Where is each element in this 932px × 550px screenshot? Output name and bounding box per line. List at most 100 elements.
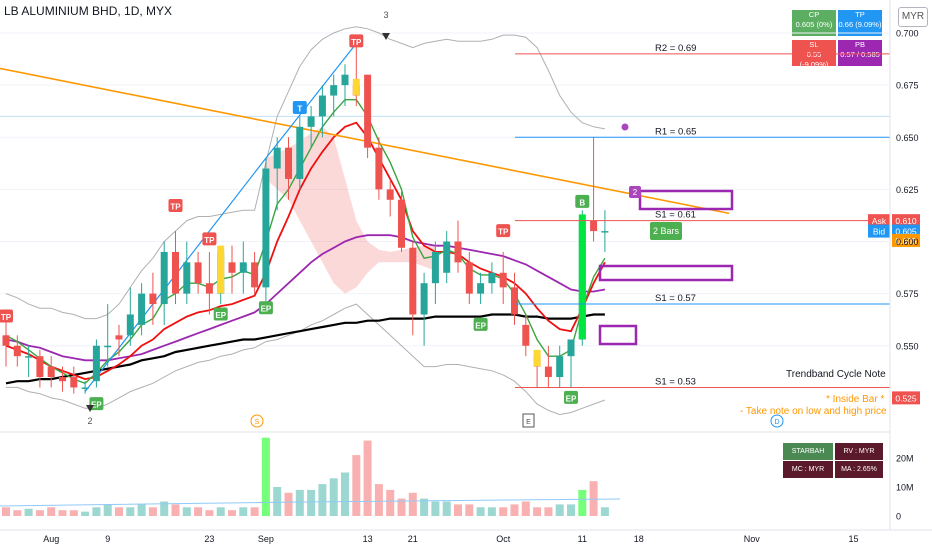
volume-bar	[476, 507, 485, 516]
wave-arrow	[382, 33, 390, 40]
x-tick-label: 13	[363, 534, 373, 544]
candle-body	[194, 262, 202, 284]
candle-body	[81, 387, 89, 389]
signal-marker	[168, 199, 183, 213]
pivot-label: R1 = 0.65	[655, 126, 696, 137]
signal-marker-label: EP	[215, 311, 226, 320]
signal-marker-label: EP	[261, 305, 272, 314]
volume-bar	[307, 489, 316, 516]
signal-marker-label: EP	[475, 321, 486, 330]
y-tick-label: 0.600	[896, 237, 919, 247]
volume-bar	[454, 504, 462, 516]
volume-bar	[600, 507, 609, 516]
pivot-label: S1 = 0.57	[655, 293, 696, 304]
x-tick-label: 9	[105, 534, 110, 544]
candle-body	[160, 251, 168, 305]
signal-marker-label: TP	[1, 313, 12, 322]
x-tick-label: 23	[204, 534, 214, 544]
candle-body	[104, 345, 112, 348]
signal-marker-label: TP	[351, 38, 362, 47]
volume-bar	[58, 510, 67, 516]
signal-marker	[575, 194, 590, 208]
candle-body	[341, 74, 349, 86]
candle-body	[454, 241, 462, 263]
candle-body	[149, 293, 157, 305]
volume-bar	[205, 510, 214, 516]
trend-band	[265, 126, 436, 294]
sma-black-line	[5, 313, 605, 385]
bands	[265, 126, 436, 294]
candle-body	[386, 189, 394, 200]
signal-candle	[352, 78, 360, 96]
candle-body	[47, 366, 55, 378]
volume-average-line	[0, 498, 621, 507]
volume-bar	[103, 504, 112, 516]
volume-bar	[69, 510, 78, 516]
inside-bar-box	[598, 324, 638, 346]
pivot-label: S1 = 0.53	[655, 376, 696, 387]
volume-bar	[228, 510, 236, 516]
cp-value: 0.605 (0%)	[795, 20, 833, 29]
candle-body	[318, 95, 326, 117]
volume-bar	[386, 489, 395, 516]
volume-bar	[341, 472, 349, 516]
candle-body	[398, 199, 405, 248]
candle-body	[273, 147, 281, 169]
candle-body	[138, 293, 146, 325]
volume-bar	[250, 507, 259, 516]
y-tick-label: 0.625	[896, 185, 919, 195]
price-tag-bg	[892, 233, 920, 247]
candle-body	[488, 272, 496, 284]
candle-body	[228, 262, 236, 273]
volume-bar	[239, 507, 248, 516]
price-tag-label-bg	[868, 214, 890, 228]
candle-body	[409, 247, 417, 315]
price-tag-value: 0.605	[895, 236, 917, 246]
volume-bar	[160, 501, 169, 516]
candle-body	[567, 339, 575, 357]
vol-symbol: STARBAH	[783, 443, 833, 460]
x-tick-label: 11	[578, 534, 587, 544]
pivot-label: S1 = 0.61	[655, 210, 696, 221]
price-tag-value: 0.610	[895, 216, 917, 226]
candle-body	[511, 287, 518, 315]
volume-bar	[13, 510, 22, 516]
volume-bar	[115, 507, 123, 516]
price-tag-value: 0.525	[895, 393, 917, 403]
candle-body	[431, 251, 439, 284]
signal-marker-label: TP	[170, 203, 181, 212]
volume-bar	[499, 507, 508, 516]
signal-marker	[349, 34, 364, 48]
x-tick-label: 18	[634, 534, 644, 544]
candle-body	[70, 377, 78, 388]
candle-body	[36, 356, 44, 378]
candle-body	[172, 251, 179, 294]
currency-button[interactable]: MYR	[898, 7, 928, 27]
x-tick-label: Oct	[496, 534, 511, 544]
volume-bar	[261, 437, 270, 516]
volume-bar	[2, 507, 10, 516]
candle-body	[285, 147, 292, 179]
wave-label-top: 3	[383, 10, 388, 20]
candle-body	[262, 168, 270, 288]
tp-box: TP 0.66 (9.09%)	[838, 10, 882, 36]
candle-body	[126, 314, 134, 336]
pb-label: PB	[854, 40, 865, 49]
candle-body	[239, 262, 247, 273]
volume-bar	[352, 455, 361, 516]
tp-value: 0.66 (9.09%)	[838, 20, 882, 29]
volume-bar	[92, 507, 101, 516]
candle-body	[251, 262, 259, 288]
volume-bar	[521, 501, 530, 516]
x-tick-label: 21	[408, 534, 418, 544]
candle-body	[364, 74, 372, 148]
volume-bar	[589, 481, 598, 516]
pb-value: 0.57 / 0.585	[840, 50, 880, 59]
cp-label: CP	[808, 10, 820, 19]
volume-bar	[81, 511, 90, 516]
volume-bar	[295, 489, 304, 516]
volume-bar	[363, 440, 372, 516]
price-tag-label-bg	[868, 224, 890, 238]
signal-marker	[292, 101, 307, 115]
